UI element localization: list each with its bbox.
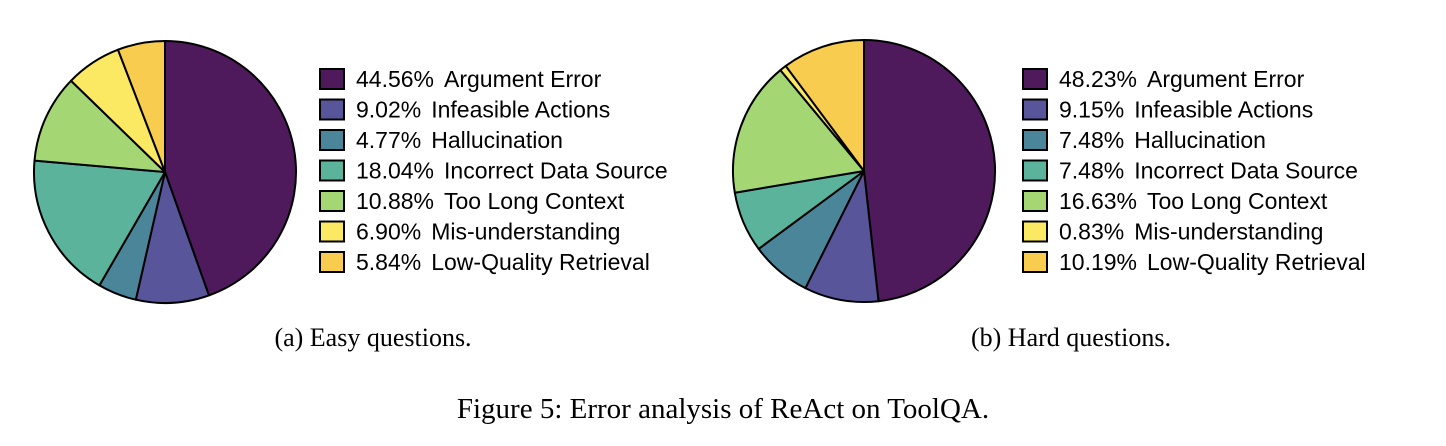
legend-percent: 7.48% bbox=[1059, 158, 1124, 184]
pie-slice-too-long-context bbox=[732, 69, 865, 194]
legend-percent: 10.88% bbox=[356, 188, 434, 214]
subcaption-easy: (a) Easy questions. bbox=[274, 323, 471, 352]
legend-label: 9.15% Infeasible Actions bbox=[1059, 97, 1313, 123]
legend-percent: 9.15% bbox=[1059, 97, 1124, 123]
legend-swatch bbox=[319, 98, 345, 121]
pie-slice-argument-error bbox=[164, 40, 297, 297]
legend-percent: 44.56% bbox=[356, 66, 434, 92]
legend-label: 7.48% Incorrect Data Source bbox=[1059, 158, 1358, 184]
legend-category: Mis-understanding bbox=[431, 219, 620, 245]
legend-category: Hallucination bbox=[431, 127, 563, 153]
legend-swatch bbox=[319, 68, 345, 90]
legend-swatch bbox=[1022, 159, 1048, 182]
legend-percent: 16.63% bbox=[1059, 188, 1137, 214]
pie-panel-easy: 44.56% Argument Error 9.02% Infeasible Acti… bbox=[33, 40, 668, 304]
legend-label: 7.48% Hallucination bbox=[1059, 127, 1266, 153]
legend-swatch bbox=[1022, 190, 1048, 212]
legend-percent: 5.84% bbox=[356, 249, 421, 275]
pie-slice-incorrect-data-source bbox=[33, 159, 166, 287]
legend-percent: 9.02% bbox=[356, 97, 421, 123]
legend-category: Mis-understanding bbox=[1134, 219, 1323, 245]
legend-label: 9.02% Infeasible Actions bbox=[356, 97, 610, 123]
figure-caption: Figure 5: Error analysis of ReAct on Too… bbox=[457, 393, 989, 425]
legend-label: 4.77% Hallucination bbox=[356, 127, 563, 153]
legend-swatch bbox=[319, 129, 345, 151]
legend-percent: 4.77% bbox=[356, 127, 421, 153]
pie-slice-argument-error bbox=[863, 39, 997, 303]
legend-percent: 48.23% bbox=[1059, 66, 1137, 92]
legend-label: 5.84% Low-Quality Retrieval bbox=[356, 249, 650, 275]
legend-label: 10.88% Too Long Context bbox=[356, 188, 625, 214]
legend-swatch bbox=[319, 159, 345, 182]
legend-label: 48.23% Argument Error bbox=[1059, 66, 1305, 92]
legend-label: 18.04% Incorrect Data Source bbox=[356, 158, 668, 184]
legend-category: Incorrect Data Source bbox=[1134, 158, 1358, 184]
legend-label: 16.63% Too Long Context bbox=[1059, 188, 1328, 214]
pie-panel-hard: 48.23% Argument Error 9.15% Infeasible Acti… bbox=[732, 39, 1366, 303]
legend-percent: 10.19% bbox=[1059, 249, 1137, 275]
legend-category: Low-Quality Retrieval bbox=[1147, 249, 1366, 275]
legend-category: Too Long Context bbox=[444, 188, 625, 214]
legend-category: Argument Error bbox=[1147, 66, 1305, 92]
legend-swatch bbox=[319, 190, 345, 212]
legend-percent: 6.90% bbox=[356, 219, 421, 245]
pie-slice-low-quality-retrieval bbox=[117, 40, 166, 173]
legend-category: Too Long Context bbox=[1147, 188, 1328, 214]
subcaption-hard: (b) Hard questions. bbox=[971, 323, 1171, 352]
legend-category: Infeasible Actions bbox=[431, 97, 610, 123]
legend-swatch bbox=[1022, 68, 1048, 90]
legend-swatch bbox=[319, 251, 345, 273]
legend-category: Hallucination bbox=[1134, 127, 1266, 153]
pie-slice-too-long-context bbox=[33, 79, 166, 173]
legend-label: 10.19% Low-Quality Retrieval bbox=[1059, 249, 1366, 275]
pie-slice-low-quality-retrieval bbox=[784, 39, 865, 172]
legend-swatch bbox=[1022, 220, 1048, 243]
legend-swatch bbox=[1022, 129, 1048, 151]
legend-category: Low-Quality Retrieval bbox=[431, 249, 650, 275]
legend-label: 44.56% Argument Error bbox=[356, 66, 602, 92]
legend-percent: 0.83% bbox=[1059, 219, 1124, 245]
legend-percent: 7.48% bbox=[1059, 127, 1124, 153]
legend-swatch bbox=[1022, 98, 1048, 121]
legend-category: Infeasible Actions bbox=[1134, 97, 1313, 123]
legend-category: Incorrect Data Source bbox=[444, 158, 668, 184]
legend-swatch bbox=[1022, 251, 1048, 273]
legend-category: Argument Error bbox=[444, 66, 602, 92]
legend-percent: 18.04% bbox=[356, 158, 434, 184]
legend-label: 6.90% Mis-understanding bbox=[356, 219, 620, 245]
legend-label: 0.83% Mis-understanding bbox=[1059, 219, 1323, 245]
legend-swatch bbox=[319, 220, 345, 243]
